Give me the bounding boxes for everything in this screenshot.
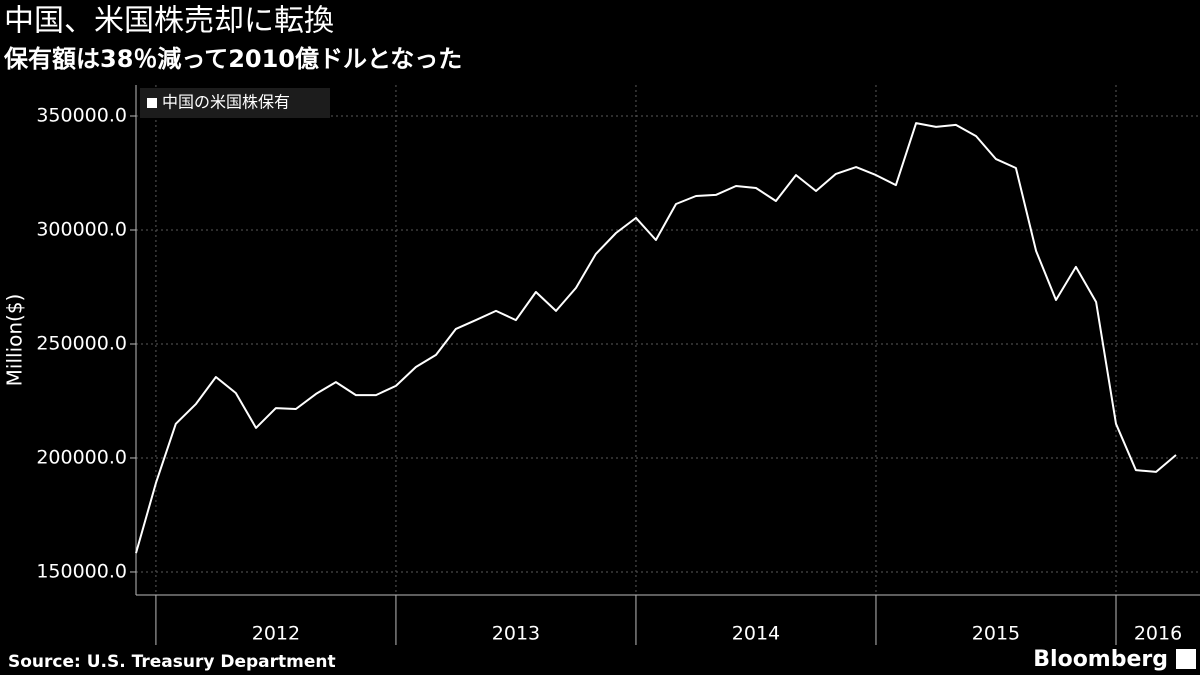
chart-title: 中国、米国株売却に転換 [4,4,334,39]
brand: Bloomberg [1033,647,1168,672]
y-tick-label: 300000.0 [36,218,127,240]
legend-label: 中国の米国株保有 [162,93,290,112]
x-tick-label: 2016 [1134,623,1182,645]
y-tick-label: 200000.0 [36,446,127,468]
legend-swatch [147,98,157,108]
y-tick-label: 250000.0 [36,332,127,354]
legend-box [140,88,330,118]
y-axis-label: Million($) [3,294,27,387]
brand-icon [1176,649,1196,669]
x-tick-label: 2012 [252,623,300,645]
source: Source: U.S. Treasury Department [8,652,336,672]
chart-subtitle: 保有額は38％減って2010億ドルとなった [3,45,462,73]
x-tick-label: 2014 [732,623,780,645]
x-tick-label: 2015 [972,623,1020,645]
y-tick-label: 350000.0 [36,105,127,127]
data-line [135,122,1177,554]
x-tick-label: 2013 [492,623,540,645]
y-tick-label: 150000.0 [36,560,127,582]
